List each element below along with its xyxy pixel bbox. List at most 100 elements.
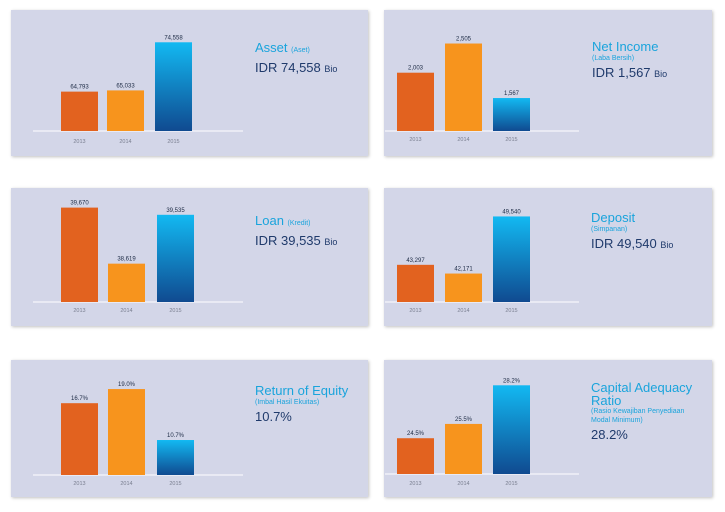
- data-label-2013: 39,670: [70, 201, 89, 207]
- value-unit: Bio: [660, 240, 674, 250]
- data-label-2015: 49,540: [502, 209, 521, 215]
- data-label-2014: 42,171: [454, 267, 473, 273]
- bar-2013: [61, 403, 98, 475]
- data-label-2015: 1,567: [504, 91, 520, 97]
- x-tick-label-2013: 2013: [73, 481, 85, 487]
- value-unit: Bio: [654, 69, 668, 79]
- panel-subtitle: (Laba Bersih): [592, 55, 635, 62]
- value-unit: Bio: [324, 64, 338, 74]
- return-of-equity-info: Return of Equity (Imbal Hasil Ekuitas) 1…: [255, 383, 348, 425]
- value-amount: IDR 49,540: [591, 236, 657, 251]
- chart-panel-deposit: 43,297 2013 42,171 2014 49,540 2015 Deposit (…: [384, 188, 712, 326]
- bar-2013: [61, 91, 98, 131]
- x-tick-label-2014: 2014: [457, 137, 469, 143]
- data-label-2015: 39,535: [166, 208, 185, 214]
- value-text: 10.7%: [255, 409, 348, 425]
- x-tick-label-2015: 2015: [505, 481, 517, 487]
- value-text: IDR 1,567 Bio: [592, 65, 667, 82]
- value-amount: 28.2%: [591, 427, 628, 442]
- x-tick-label-2013: 2013: [409, 137, 421, 143]
- data-label-2013: 64,793: [70, 85, 89, 91]
- bar-2015: [493, 385, 530, 474]
- data-label-2014: 19.0%: [118, 382, 136, 388]
- bar-2014: [445, 423, 482, 474]
- bar-2013: [397, 438, 434, 474]
- data-label-2015: 10.7%: [167, 433, 185, 439]
- x-tick-label-2014: 2014: [457, 481, 469, 487]
- bar-2015: [155, 42, 192, 131]
- x-tick-label-2015: 2015: [169, 481, 181, 487]
- bar-2015: [157, 214, 194, 302]
- chart-panel-return-of-equity: 16.7% 2013 19.0% 2014 10.7% 2015 Return of Eq…: [11, 360, 368, 497]
- deposit-info: Deposit (Simpanan) IDR 49,540 Bio: [591, 210, 673, 253]
- bar-chart-loan: 39,670 2013 38,619 2014 39,535 2015: [33, 201, 243, 314]
- x-tick-label-2015: 2015: [167, 139, 179, 145]
- x-tick-label-2015: 2015: [505, 308, 517, 314]
- bar-chart-capital-adequacy-ratio: 24.5% 2013 25.5% 2014 28.2% 2015: [385, 378, 579, 487]
- panel-title: Net Income: [592, 39, 659, 54]
- data-label-2015: 74,558: [164, 35, 183, 41]
- x-tick-label-2014: 2014: [457, 308, 469, 314]
- chart-panel-capital-adequacy-ratio: 24.5% 2013 25.5% 2014 28.2% 2015 Capital Adeq…: [384, 360, 712, 497]
- bar-2014: [108, 389, 145, 475]
- capital-adequacy-ratio-info: Capital Adequacy Ratio (Rasio Kewajiban …: [591, 381, 706, 443]
- x-tick-label-2014: 2014: [119, 139, 131, 145]
- value-text: 28.2%: [591, 427, 706, 443]
- data-label-2014: 25.5%: [455, 417, 473, 423]
- bar-chart-return-of-equity: 16.7% 2013 19.0% 2014 10.7% 2015: [33, 382, 243, 487]
- data-label-2015: 28.2%: [503, 378, 521, 384]
- title-text: Loan: [255, 213, 284, 228]
- value-amount: 10.7%: [255, 409, 292, 424]
- x-tick-label-2013: 2013: [73, 308, 85, 314]
- data-label-2013: 16.7%: [71, 396, 89, 402]
- data-label-2013: 2,003: [408, 66, 424, 72]
- bar-2013: [397, 264, 434, 302]
- chart-panel-net-income: 2,003 2013 2,505 2014 1,567 2015 Net Income (…: [384, 10, 712, 156]
- chart-panel-loan: 39,670 2013 38,619 2014 39,535 2015 Loan (Kre…: [11, 188, 368, 326]
- bar-2014: [445, 273, 482, 302]
- panel-subtitle: (Simpanan): [591, 226, 628, 233]
- bar-2015: [493, 216, 530, 302]
- panel-title: Deposit: [591, 210, 636, 225]
- bar-chart-asset: 64,793 2013 65,033 2014 74,558 2015: [33, 35, 243, 145]
- asset-info: Asset (Aset) IDR 74,558 Bio: [255, 40, 337, 77]
- bar-2013: [61, 207, 98, 302]
- x-tick-label-2013: 2013: [409, 308, 421, 314]
- panel-title: Asset (Aset): [255, 40, 337, 58]
- bar-2014: [445, 43, 482, 131]
- title-text: Asset: [255, 40, 288, 55]
- title-small-text: (Kredit): [287, 220, 311, 227]
- value-text: IDR 49,540 Bio: [591, 236, 673, 253]
- data-label-2013: 24.5%: [407, 431, 425, 437]
- chart-panel-asset: 64,793 2013 65,033 2014 74,558 2015 Asset (As…: [11, 10, 368, 156]
- x-tick-label-2013: 2013: [73, 139, 85, 145]
- value-amount: IDR 1,567: [592, 65, 651, 80]
- title-small-text: (Aset): [291, 47, 310, 54]
- panel-subtitle: (Rasio Kewajiban Penyediaan Modal Minimu…: [591, 408, 685, 424]
- net-income-info: Net Income (Laba Bersih) IDR 1,567 Bio: [592, 39, 667, 82]
- panel-title: Return of Equity: [255, 383, 349, 398]
- bar-2014: [107, 90, 144, 131]
- bar-chart-deposit: 43,297 2013 42,171 2014 49,540 2015: [385, 209, 579, 314]
- bar-2014: [108, 263, 145, 302]
- value-amount: IDR 74,558: [255, 60, 321, 75]
- data-label-2014: 38,619: [117, 257, 136, 263]
- x-tick-label-2014: 2014: [120, 308, 132, 314]
- data-label-2013: 43,297: [406, 258, 425, 264]
- bar-2015: [157, 440, 194, 475]
- bar-2013: [397, 72, 434, 131]
- x-tick-label-2013: 2013: [409, 481, 421, 487]
- value-text: IDR 39,535 Bio: [255, 233, 337, 250]
- loan-info: Loan (Kredit) IDR 39,535 Bio: [255, 213, 337, 250]
- bar-2015: [493, 98, 530, 131]
- panel-title: Loan (Kredit): [255, 213, 337, 231]
- data-label-2014: 65,033: [116, 83, 135, 89]
- value-amount: IDR 39,535: [255, 233, 321, 248]
- panel-title: Capital Adequacy Ratio: [591, 380, 693, 408]
- x-tick-label-2015: 2015: [169, 308, 181, 314]
- bar-chart-net-income: 2,003 2013 2,505 2014 1,567 2015: [385, 37, 579, 143]
- data-label-2014: 2,505: [456, 37, 472, 43]
- panel-subtitle: (Imbal Hasil Ekuitas): [255, 399, 320, 406]
- x-tick-label-2015: 2015: [505, 137, 517, 143]
- x-tick-label-2014: 2014: [120, 481, 132, 487]
